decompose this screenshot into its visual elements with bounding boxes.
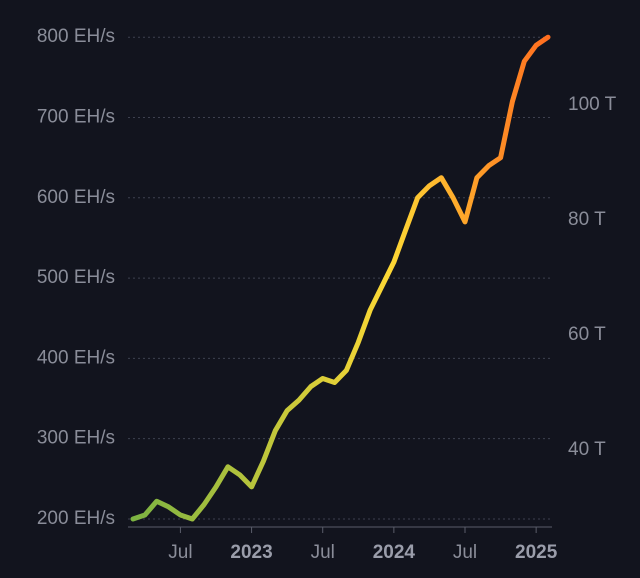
y-tick-label: 300 EH/s (37, 428, 115, 449)
x-tick-label: Jul (311, 542, 335, 563)
x-tick-label: Jul (168, 542, 192, 563)
y2-tick-label: 60 T (568, 324, 606, 345)
y-tick-label: 400 EH/s (37, 347, 115, 368)
y-tick-label: 700 EH/s (37, 107, 115, 128)
y-tick-label: 500 EH/s (37, 267, 115, 288)
y2-tick-label: 80 T (568, 209, 606, 230)
y2-tick-label: 100 T (568, 94, 617, 115)
x-tick-label: 2024 (373, 542, 416, 563)
hashrate-line (130, 34, 551, 522)
y-tick-label: 600 EH/s (37, 187, 115, 208)
y-tick-label: 200 EH/s (37, 508, 115, 529)
y-tick-label: 800 EH/s (37, 26, 115, 47)
x-tick-label: 2025 (515, 542, 558, 563)
x-tick-label: Jul (453, 542, 477, 563)
x-tick-label: 2023 (230, 542, 272, 563)
y2-tick-label: 40 T (568, 439, 606, 460)
